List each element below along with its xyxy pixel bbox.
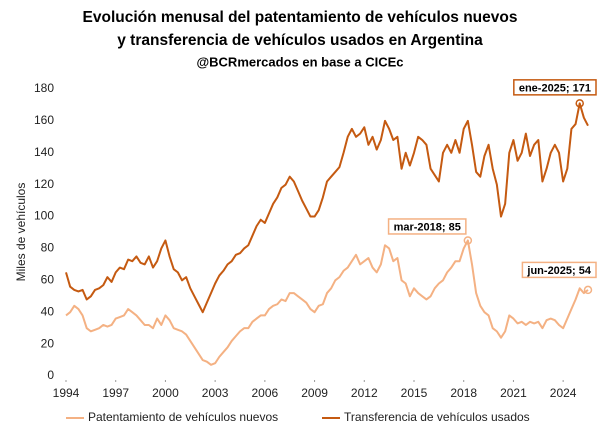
x-tick-label: 2000 [152, 386, 179, 400]
chart-title: Evolución menusal del patentamiento de v… [83, 9, 518, 26]
chart-title: y transferencia de vehículos usados en A… [117, 32, 483, 49]
x-tick-label: 2003 [202, 386, 229, 400]
annotation-box [387, 218, 467, 235]
y-axis-label: Miles de vehículos [14, 183, 28, 282]
annotation-box [521, 261, 597, 279]
y-tick-label: 100 [34, 209, 54, 223]
annotation-marker [583, 285, 593, 295]
annotation-marker [575, 99, 584, 108]
x-tick-label: 2015 [401, 386, 428, 400]
chart-subtitle: @BCRmercados en base a CICEc [196, 54, 403, 69]
y-tick-label: 160 [34, 113, 54, 127]
y-tick-label: 80 [41, 241, 55, 255]
annotation-box [513, 79, 597, 96]
x-tick-label: 2006 [252, 386, 279, 400]
legend-label: Patentamiento de vehículos nuevos [88, 410, 278, 424]
x-tick-label: 2021 [500, 386, 527, 400]
y-tick-label: 20 [41, 336, 55, 350]
y-tick-label: 0 [47, 368, 54, 382]
x-tick-label: 2018 [450, 386, 477, 400]
x-tick-label: 2009 [301, 386, 328, 400]
x-tick-label: 1994 [53, 386, 80, 400]
annotation-label: ene-2025; 171 [519, 82, 591, 94]
annotation-label: jun-2025; 54 [526, 265, 591, 277]
series-line [65, 239, 589, 366]
y-tick-label: 180 [34, 81, 54, 95]
annotation-marker [463, 236, 473, 245]
series-line [65, 102, 589, 314]
y-tick-label: 120 [34, 177, 54, 191]
x-tick-label: 2024 [550, 386, 577, 400]
x-tick-label: 2012 [351, 386, 378, 400]
legend-label: Transferencia de vehículos usados [344, 410, 530, 424]
y-tick-label: 60 [41, 273, 55, 287]
annotation-label: mar-2018; 85 [394, 221, 461, 233]
x-tick-label: 1997 [102, 386, 129, 400]
y-tick-label: 40 [41, 304, 55, 318]
y-tick-label: 140 [34, 145, 54, 159]
